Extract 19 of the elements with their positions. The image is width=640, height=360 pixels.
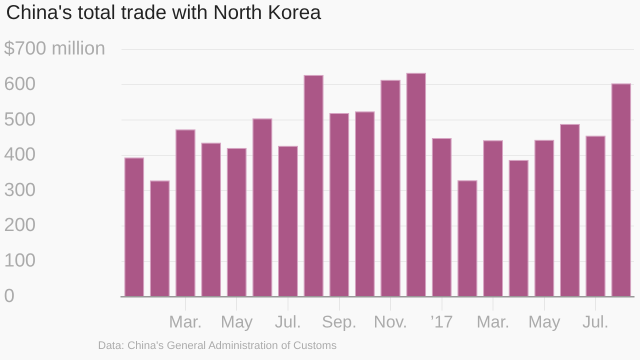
- y-tick-label: $700 million: [4, 38, 106, 60]
- y-tick-label: 200: [4, 215, 36, 236]
- chart-title: China's total trade with North Korea: [6, 2, 322, 25]
- x-tick-label: May: [220, 312, 254, 332]
- x-tick-label: Mar.: [168, 312, 202, 332]
- y-tick-label: 500: [4, 109, 36, 130]
- y-tick-label: 400: [4, 144, 36, 166]
- y-tick-label: 300: [4, 180, 36, 201]
- x-tick-label: Jul.: [582, 312, 609, 332]
- x-tick-label: Jul.: [274, 312, 302, 332]
- x-tick-label: Mar.: [476, 312, 510, 332]
- y-tick-label: 0: [4, 286, 15, 307]
- x-tick-label: Nov.: [374, 312, 408, 332]
- y-tick-label: 600: [4, 74, 36, 95]
- text: Data: China's General Administration of Customs: [98, 340, 337, 352]
- x-tick-label: May: [528, 312, 561, 332]
- x-tick-label: ’17: [430, 312, 454, 332]
- y-tick-label: 100: [4, 250, 36, 272]
- x-tick-label: Sep.: [322, 312, 357, 332]
